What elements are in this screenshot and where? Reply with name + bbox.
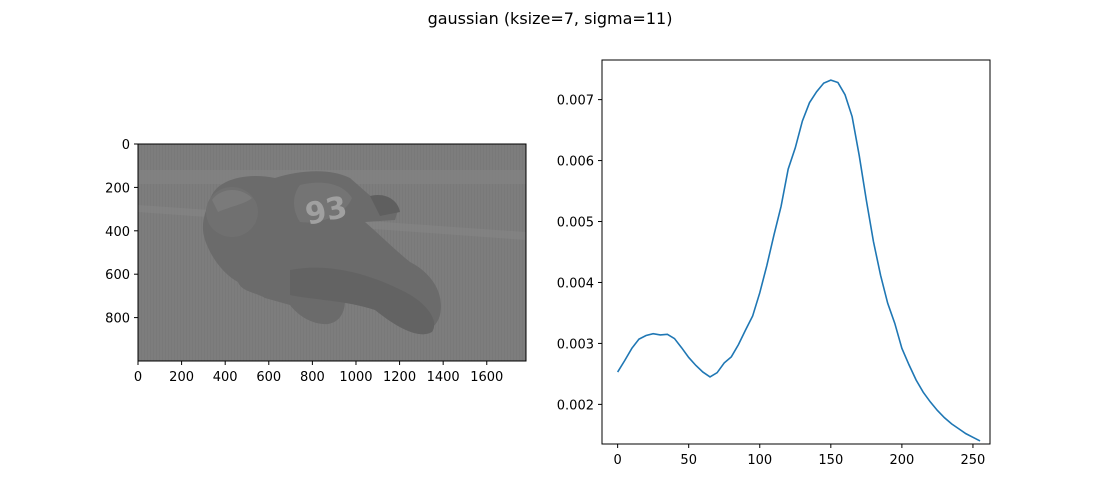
- line-axes-frame: [601, 59, 991, 445]
- line-y-tick-label: 0.002: [557, 398, 594, 413]
- line-y-tick-label: 0.003: [557, 337, 594, 352]
- image-y-tick-label: 600: [105, 268, 130, 283]
- racer-number: 93: [302, 190, 350, 233]
- line-x-tick-label: 0: [613, 453, 621, 468]
- image-y-tick-label: 0: [122, 138, 130, 153]
- image-x-tick-label: 1600: [470, 370, 503, 385]
- image-y-tick-label: 800: [105, 312, 130, 327]
- image-y-tick-label: 200: [105, 181, 130, 196]
- line-y-tick-label: 0.007: [557, 94, 594, 109]
- figure-suptitle: gaussian (ksize=7, sigma=11): [428, 9, 673, 28]
- image-x-tick-label: 200: [169, 370, 194, 385]
- image-x-tick-label: 400: [213, 370, 238, 385]
- histogram-series-line: [616, 79, 981, 442]
- image-x-tick-label: 800: [300, 370, 325, 385]
- image-x-ticks: 0 200 400 600 800 1000 1200 1400 1600: [134, 361, 503, 385]
- line-x-tick-label: 250: [961, 453, 986, 468]
- image-x-tick-label: 1200: [383, 370, 416, 385]
- image-axes-frame: [137, 143, 527, 362]
- line-y-ticks: 0.002 0.003 0.004 0.005 0.006 0.007: [557, 94, 602, 413]
- image-y-tick-label: 400: [105, 225, 130, 240]
- line-y-tick-label: 0.005: [557, 216, 594, 231]
- image-panel: 93 0 200 400 600 800 1000 1200 1400 1600 0 200 400…: [105, 138, 527, 385]
- image-x-tick-label: 600: [256, 370, 281, 385]
- image-x-tick-label: 1000: [339, 370, 372, 385]
- line-x-tick-label: 50: [680, 453, 697, 468]
- line-x-tick-label: 100: [747, 453, 772, 468]
- motorcycle-image: 93: [138, 144, 526, 361]
- histogram-line-panel: 0 50 100 150 200 250 0.0020.0030.0040.0050.00…: [557, 59, 991, 468]
- image-x-tick-label: 0: [134, 370, 142, 385]
- image-y-ticks: 0 200 400 600 800: [105, 138, 138, 327]
- line-y-tick-label: 0.004: [557, 276, 594, 291]
- line-x-tick-label: 150: [818, 453, 843, 468]
- line-y-tick-label: 0.006: [557, 155, 594, 170]
- image-x-tick-label: 1400: [427, 370, 460, 385]
- line-x-ticks: 0 50 100 150 200 250: [613, 444, 985, 468]
- line-x-tick-label: 200: [889, 453, 914, 468]
